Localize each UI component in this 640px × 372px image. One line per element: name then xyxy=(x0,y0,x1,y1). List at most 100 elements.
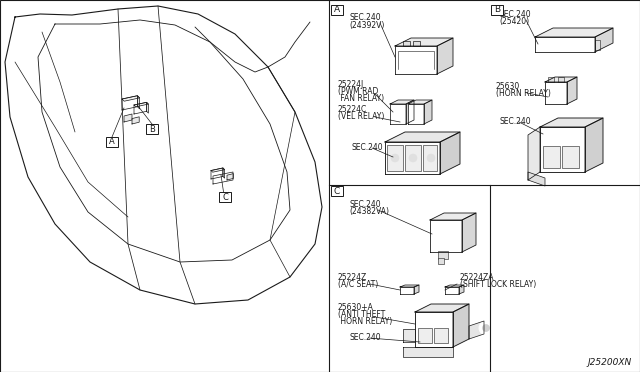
Polygon shape xyxy=(430,213,476,220)
Polygon shape xyxy=(528,127,540,180)
Text: B: B xyxy=(494,6,500,15)
Bar xyxy=(146,124,158,134)
Text: (24382VA): (24382VA) xyxy=(349,207,389,216)
Polygon shape xyxy=(424,100,432,124)
Polygon shape xyxy=(390,100,414,104)
Polygon shape xyxy=(430,220,462,252)
Polygon shape xyxy=(415,312,453,347)
Bar xyxy=(434,328,448,343)
Polygon shape xyxy=(134,102,147,114)
Text: 25224ZA: 25224ZA xyxy=(460,273,495,282)
Text: A: A xyxy=(334,6,340,15)
Text: (HORN RELAY): (HORN RELAY) xyxy=(496,89,551,98)
Polygon shape xyxy=(132,117,140,124)
Bar xyxy=(403,41,410,46)
Polygon shape xyxy=(406,100,414,124)
Text: (25420): (25420) xyxy=(499,17,529,26)
Text: (PWM RAD: (PWM RAD xyxy=(338,87,378,96)
Polygon shape xyxy=(437,38,453,74)
Text: SEC.240: SEC.240 xyxy=(349,333,381,342)
Text: SEC.240: SEC.240 xyxy=(349,13,381,22)
Bar xyxy=(405,145,421,171)
Text: SEC.240: SEC.240 xyxy=(349,200,381,209)
Bar xyxy=(438,258,444,264)
Text: 25224J: 25224J xyxy=(338,80,364,89)
Polygon shape xyxy=(595,28,613,52)
Text: 25630+A: 25630+A xyxy=(338,303,374,312)
Circle shape xyxy=(391,154,399,162)
Text: 25224Z: 25224Z xyxy=(338,273,367,282)
Text: 25224C: 25224C xyxy=(338,105,367,114)
Bar xyxy=(595,40,600,50)
Polygon shape xyxy=(445,285,464,287)
Bar xyxy=(562,146,579,168)
Polygon shape xyxy=(395,46,437,74)
Bar xyxy=(418,328,432,343)
Polygon shape xyxy=(403,329,415,342)
Bar xyxy=(423,145,437,171)
Polygon shape xyxy=(134,102,148,107)
Polygon shape xyxy=(528,172,545,186)
Text: (ANTI THEFT: (ANTI THEFT xyxy=(338,310,385,319)
Polygon shape xyxy=(408,100,432,104)
Bar xyxy=(413,41,420,46)
Bar xyxy=(219,192,231,202)
Polygon shape xyxy=(227,174,234,180)
Polygon shape xyxy=(445,287,459,294)
Text: C: C xyxy=(334,186,340,196)
Text: FAN RELAY): FAN RELAY) xyxy=(338,94,384,103)
Polygon shape xyxy=(403,347,453,357)
Polygon shape xyxy=(408,104,424,124)
Bar xyxy=(438,251,448,259)
Polygon shape xyxy=(147,102,148,113)
Polygon shape xyxy=(535,28,613,37)
Circle shape xyxy=(409,154,417,162)
Text: HORN RELAY): HORN RELAY) xyxy=(338,317,392,326)
Polygon shape xyxy=(469,321,484,339)
Polygon shape xyxy=(453,304,469,347)
Bar xyxy=(558,77,564,82)
Polygon shape xyxy=(395,38,453,46)
Circle shape xyxy=(479,321,493,335)
Polygon shape xyxy=(440,132,460,174)
Polygon shape xyxy=(390,104,406,124)
Polygon shape xyxy=(414,285,419,294)
Polygon shape xyxy=(567,77,577,104)
Polygon shape xyxy=(138,96,140,109)
Bar xyxy=(331,5,343,15)
Bar xyxy=(387,145,403,171)
Circle shape xyxy=(235,172,243,180)
Polygon shape xyxy=(213,172,233,184)
Text: 25630: 25630 xyxy=(496,82,520,91)
Text: A: A xyxy=(109,138,115,147)
Text: (VEL RELAY): (VEL RELAY) xyxy=(338,112,385,121)
Polygon shape xyxy=(462,213,476,252)
Polygon shape xyxy=(415,304,469,312)
Polygon shape xyxy=(545,82,567,104)
Polygon shape xyxy=(459,285,464,294)
Text: SEC.240: SEC.240 xyxy=(499,117,531,126)
Bar xyxy=(491,5,503,15)
Polygon shape xyxy=(585,118,603,172)
Polygon shape xyxy=(122,96,138,110)
Polygon shape xyxy=(211,168,225,172)
Text: SEC.240: SEC.240 xyxy=(499,10,531,19)
Text: (24392V): (24392V) xyxy=(349,21,385,30)
Text: (A/C SEAT): (A/C SEAT) xyxy=(338,280,378,289)
Polygon shape xyxy=(122,96,140,101)
Polygon shape xyxy=(385,142,440,174)
Circle shape xyxy=(483,324,490,331)
Polygon shape xyxy=(545,77,577,82)
Polygon shape xyxy=(223,168,225,178)
Text: B: B xyxy=(149,125,155,134)
Text: J25200XN: J25200XN xyxy=(588,358,632,367)
Polygon shape xyxy=(535,37,595,52)
Bar xyxy=(331,186,343,196)
Polygon shape xyxy=(540,118,603,127)
Bar xyxy=(543,146,560,168)
Text: SEC.240: SEC.240 xyxy=(352,143,383,152)
Polygon shape xyxy=(540,127,585,172)
Text: C: C xyxy=(222,192,228,202)
Circle shape xyxy=(427,154,435,162)
Polygon shape xyxy=(385,132,460,142)
